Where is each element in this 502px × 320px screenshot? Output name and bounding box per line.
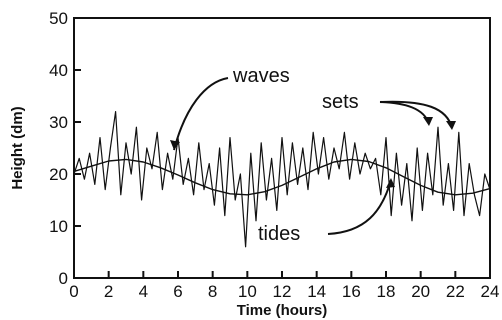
y-tick-label: 30: [49, 113, 68, 132]
x-tick-label: 18: [377, 282, 396, 301]
annotation-tides-arrowhead: [386, 178, 395, 188]
annotation-sets-arrow-2: [379, 100, 453, 129]
x-tick-label: 16: [342, 282, 361, 301]
x-tick-label: 14: [307, 282, 326, 301]
x-tick-label: 8: [208, 282, 217, 301]
y-axis-title: Height (dm): [9, 106, 26, 189]
x-axis-title: Time (hours): [237, 302, 328, 319]
annotation-waves-arrowhead: [170, 140, 180, 150]
annotation-tides-arrow: [327, 179, 392, 235]
x-tick-label: 4: [139, 282, 148, 301]
annotation-waves-arrow: [173, 77, 229, 151]
annotation-sets: sets: [322, 91, 359, 113]
annotation-waves: waves: [232, 65, 290, 87]
annotation-sets-arrowhead-1: [423, 117, 433, 126]
series-line-tides: [73, 158, 491, 196]
x-tick-label: 12: [273, 282, 292, 301]
y-tick-label: 20: [49, 165, 68, 184]
y-tick-label: 40: [49, 61, 68, 80]
series-group: [73, 110, 491, 248]
y-tick-label: 50: [49, 9, 68, 28]
x-tick-label: 0: [69, 282, 78, 301]
x-tick-label: 20: [411, 282, 430, 301]
x-tick-label: 10: [238, 282, 257, 301]
y-tick-label: 10: [49, 217, 68, 236]
x-tick-label: 6: [173, 282, 182, 301]
annotation-tides: tides: [258, 223, 300, 245]
x-tick-label: 24: [481, 282, 500, 301]
y-tick-label: 0: [59, 269, 68, 288]
annotation-sets-arrowhead-2: [446, 121, 456, 130]
x-tick-label: 2: [104, 282, 113, 301]
series-line-waves: [73, 110, 491, 248]
x-tick-label: 22: [446, 282, 465, 301]
annotation-sets-arrow-1: [379, 101, 430, 125]
axis-ticks: [73, 17, 491, 279]
